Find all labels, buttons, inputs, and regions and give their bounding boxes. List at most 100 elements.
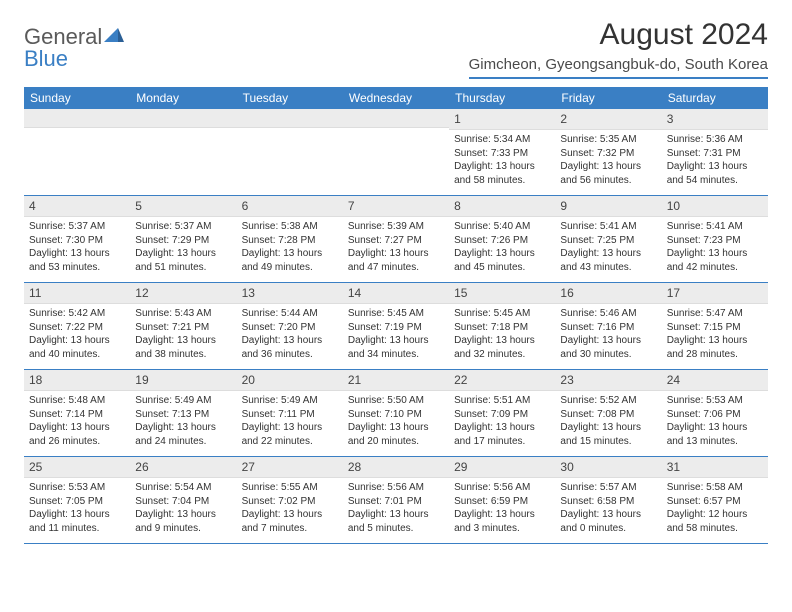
day-number: 9 [555,196,661,217]
calendar-week-row: 18Sunrise: 5:48 AMSunset: 7:14 PMDayligh… [24,370,768,457]
logo-subtext: Blue [24,46,68,72]
calendar-day-cell: 25Sunrise: 5:53 AMSunset: 7:05 PMDayligh… [24,457,130,543]
day-info: Sunrise: 5:55 AMSunset: 7:02 PMDaylight:… [237,478,343,538]
day-info: Sunrise: 5:44 AMSunset: 7:20 PMDaylight:… [237,304,343,364]
day-info: Sunrise: 5:48 AMSunset: 7:14 PMDaylight:… [24,391,130,451]
calendar-day-cell: 10Sunrise: 5:41 AMSunset: 7:23 PMDayligh… [662,196,768,282]
calendar-day-cell: 31Sunrise: 5:58 AMSunset: 6:57 PMDayligh… [662,457,768,543]
calendar-day-cell: 27Sunrise: 5:55 AMSunset: 7:02 PMDayligh… [237,457,343,543]
day-info: Sunrise: 5:40 AMSunset: 7:26 PMDaylight:… [449,217,555,277]
day-info: Sunrise: 5:54 AMSunset: 7:04 PMDaylight:… [130,478,236,538]
title-block: August 2024 Gimcheon, Gyeongsangbuk-do, … [469,18,768,79]
calendar-day-cell: 4Sunrise: 5:37 AMSunset: 7:30 PMDaylight… [24,196,130,282]
day-info: Sunrise: 5:36 AMSunset: 7:31 PMDaylight:… [662,130,768,190]
calendar-day-cell: 13Sunrise: 5:44 AMSunset: 7:20 PMDayligh… [237,283,343,369]
day-info: Sunrise: 5:53 AMSunset: 7:05 PMDaylight:… [24,478,130,538]
day-number: 3 [662,109,768,130]
day-number: 24 [662,370,768,391]
calendar-day-cell [237,109,343,195]
day-info: Sunrise: 5:56 AMSunset: 6:59 PMDaylight:… [449,478,555,538]
day-number: 7 [343,196,449,217]
calendar-body: 1Sunrise: 5:34 AMSunset: 7:33 PMDaylight… [24,109,768,544]
calendar-day-cell: 16Sunrise: 5:46 AMSunset: 7:16 PMDayligh… [555,283,661,369]
weekday-header: Monday [130,87,236,109]
day-number: 16 [555,283,661,304]
day-info: Sunrise: 5:35 AMSunset: 7:32 PMDaylight:… [555,130,661,190]
weekday-header: Wednesday [343,87,449,109]
calendar-week-row: 1Sunrise: 5:34 AMSunset: 7:33 PMDaylight… [24,109,768,196]
calendar-header-row: SundayMondayTuesdayWednesdayThursdayFrid… [24,87,768,109]
calendar-day-cell: 29Sunrise: 5:56 AMSunset: 6:59 PMDayligh… [449,457,555,543]
day-number: 26 [130,457,236,478]
day-info: Sunrise: 5:52 AMSunset: 7:08 PMDaylight:… [555,391,661,451]
day-number: 30 [555,457,661,478]
empty-day [24,109,130,128]
day-number: 11 [24,283,130,304]
day-number: 27 [237,457,343,478]
calendar-day-cell: 24Sunrise: 5:53 AMSunset: 7:06 PMDayligh… [662,370,768,456]
day-info: Sunrise: 5:41 AMSunset: 7:23 PMDaylight:… [662,217,768,277]
day-info: Sunrise: 5:38 AMSunset: 7:28 PMDaylight:… [237,217,343,277]
calendar-week-row: 4Sunrise: 5:37 AMSunset: 7:30 PMDaylight… [24,196,768,283]
day-number: 14 [343,283,449,304]
day-info: Sunrise: 5:46 AMSunset: 7:16 PMDaylight:… [555,304,661,364]
calendar-day-cell: 22Sunrise: 5:51 AMSunset: 7:09 PMDayligh… [449,370,555,456]
day-number: 15 [449,283,555,304]
calendar-day-cell: 1Sunrise: 5:34 AMSunset: 7:33 PMDaylight… [449,109,555,195]
day-info: Sunrise: 5:49 AMSunset: 7:13 PMDaylight:… [130,391,236,451]
empty-day [343,109,449,128]
day-number: 19 [130,370,236,391]
weekday-header: Saturday [662,87,768,109]
day-info: Sunrise: 5:49 AMSunset: 7:11 PMDaylight:… [237,391,343,451]
empty-day [237,109,343,128]
calendar-week-row: 11Sunrise: 5:42 AMSunset: 7:22 PMDayligh… [24,283,768,370]
day-info: Sunrise: 5:34 AMSunset: 7:33 PMDaylight:… [449,130,555,190]
calendar-day-cell: 12Sunrise: 5:43 AMSunset: 7:21 PMDayligh… [130,283,236,369]
calendar-day-cell: 5Sunrise: 5:37 AMSunset: 7:29 PMDaylight… [130,196,236,282]
day-number: 8 [449,196,555,217]
day-number: 17 [662,283,768,304]
weekday-header: Sunday [24,87,130,109]
day-number: 25 [24,457,130,478]
logo-triangle-icon [104,26,124,49]
day-info: Sunrise: 5:37 AMSunset: 7:30 PMDaylight:… [24,217,130,277]
day-number: 22 [449,370,555,391]
month-title: August 2024 [469,18,768,52]
weekday-header: Friday [555,87,661,109]
calendar-day-cell: 18Sunrise: 5:48 AMSunset: 7:14 PMDayligh… [24,370,130,456]
day-number: 2 [555,109,661,130]
day-info: Sunrise: 5:42 AMSunset: 7:22 PMDaylight:… [24,304,130,364]
location-text: Gimcheon, Gyeongsangbuk-do, South Korea [469,56,768,79]
calendar-day-cell: 3Sunrise: 5:36 AMSunset: 7:31 PMDaylight… [662,109,768,195]
calendar-day-cell: 26Sunrise: 5:54 AMSunset: 7:04 PMDayligh… [130,457,236,543]
calendar-day-cell: 11Sunrise: 5:42 AMSunset: 7:22 PMDayligh… [24,283,130,369]
day-info: Sunrise: 5:53 AMSunset: 7:06 PMDaylight:… [662,391,768,451]
weekday-header: Thursday [449,87,555,109]
calendar-day-cell: 17Sunrise: 5:47 AMSunset: 7:15 PMDayligh… [662,283,768,369]
day-info: Sunrise: 5:37 AMSunset: 7:29 PMDaylight:… [130,217,236,277]
day-info: Sunrise: 5:41 AMSunset: 7:25 PMDaylight:… [555,217,661,277]
calendar-day-cell: 6Sunrise: 5:38 AMSunset: 7:28 PMDaylight… [237,196,343,282]
day-number: 10 [662,196,768,217]
day-number: 5 [130,196,236,217]
page-header: General August 2024 Gimcheon, Gyeongsang… [24,18,768,79]
day-info: Sunrise: 5:58 AMSunset: 6:57 PMDaylight:… [662,478,768,538]
calendar-day-cell: 19Sunrise: 5:49 AMSunset: 7:13 PMDayligh… [130,370,236,456]
calendar-day-cell: 21Sunrise: 5:50 AMSunset: 7:10 PMDayligh… [343,370,449,456]
day-info: Sunrise: 5:45 AMSunset: 7:18 PMDaylight:… [449,304,555,364]
calendar-day-cell: 30Sunrise: 5:57 AMSunset: 6:58 PMDayligh… [555,457,661,543]
day-number: 23 [555,370,661,391]
day-number: 29 [449,457,555,478]
day-number: 18 [24,370,130,391]
calendar-day-cell: 8Sunrise: 5:40 AMSunset: 7:26 PMDaylight… [449,196,555,282]
day-number: 1 [449,109,555,130]
day-number: 20 [237,370,343,391]
day-info: Sunrise: 5:51 AMSunset: 7:09 PMDaylight:… [449,391,555,451]
day-info: Sunrise: 5:39 AMSunset: 7:27 PMDaylight:… [343,217,449,277]
weekday-header: Tuesday [237,87,343,109]
calendar-day-cell: 7Sunrise: 5:39 AMSunset: 7:27 PMDaylight… [343,196,449,282]
day-number: 21 [343,370,449,391]
calendar-day-cell [24,109,130,195]
day-info: Sunrise: 5:50 AMSunset: 7:10 PMDaylight:… [343,391,449,451]
calendar-week-row: 25Sunrise: 5:53 AMSunset: 7:05 PMDayligh… [24,457,768,544]
